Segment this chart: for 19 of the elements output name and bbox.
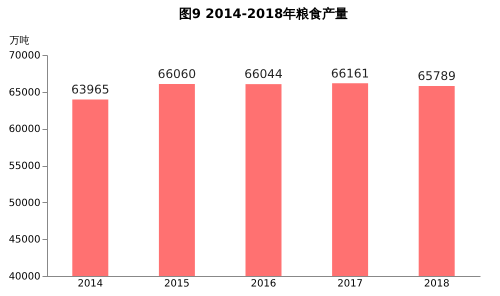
data-label: 66044 [244,67,283,82]
y-tick-label: 65000 [8,87,40,98]
x-tick-label: 2016 [250,278,276,290]
y-axis-title: 万吨 [10,34,30,46]
y-tick-label: 50000 [8,198,40,209]
x-tick-label: 2014 [78,278,104,290]
x-tick-label: 2018 [424,278,450,290]
y-tick-label: 45000 [8,234,40,246]
data-label: 66060 [158,67,196,82]
y-tick-label: 70000 [8,50,40,62]
data-label: 63965 [71,82,110,96]
y-tick-label: 60000 [8,124,40,136]
y-tick-label: 40000 [8,272,40,282]
x-tick-label: 2017 [337,278,363,290]
data-label: 65789 [418,69,456,84]
x-tick-label: 2015 [164,278,190,290]
chart-title: 图9 2014-2018年粮食产量 [178,6,348,22]
data-label: 66161 [331,66,370,80]
y-tick-label: 55000 [8,161,40,172]
